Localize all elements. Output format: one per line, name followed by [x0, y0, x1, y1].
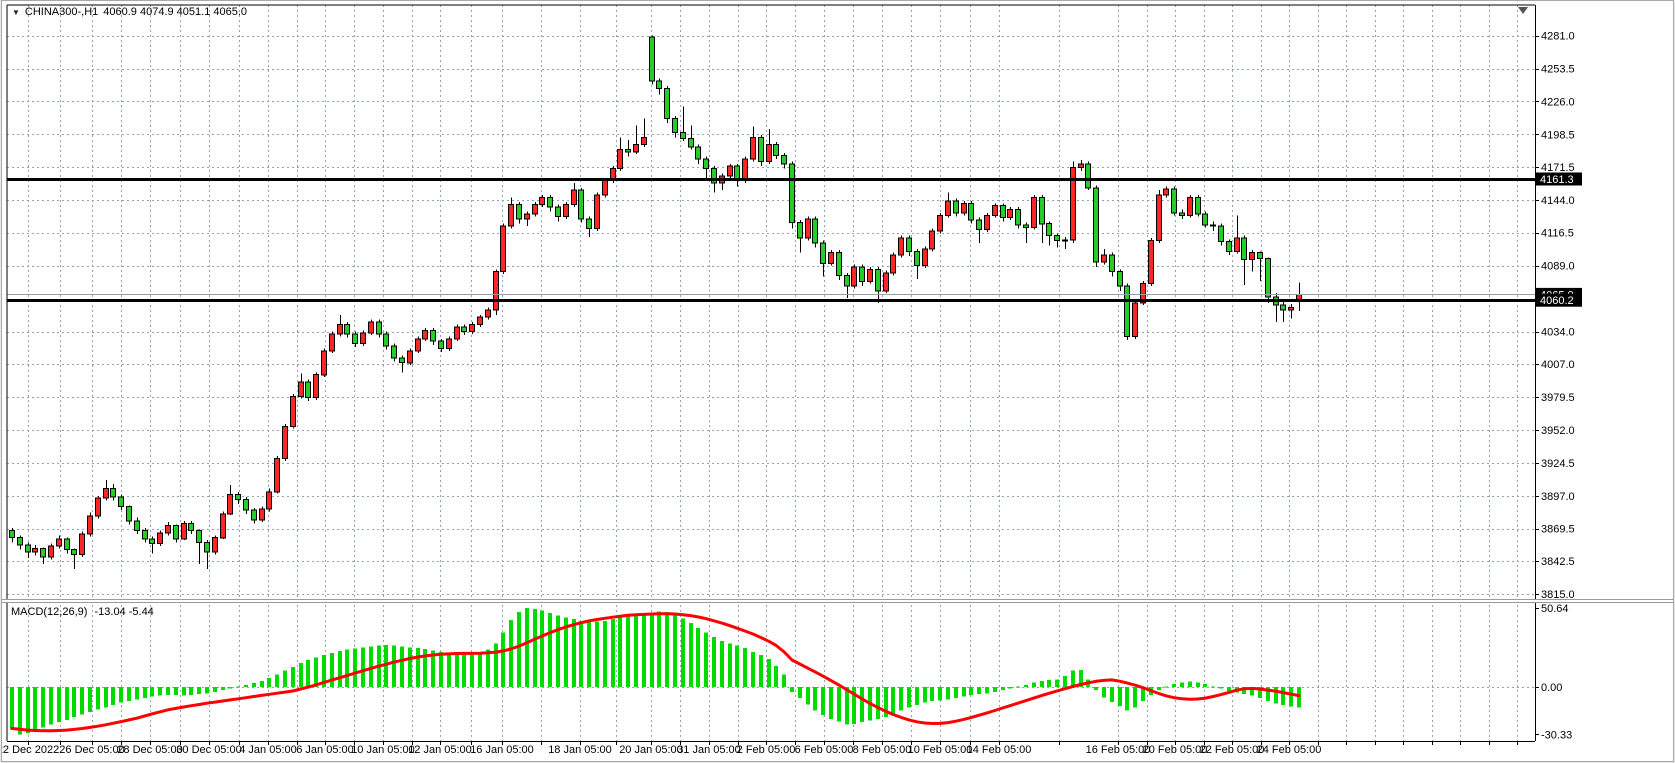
- svg-text:30 Dec 05:00: 30 Dec 05:00: [176, 744, 241, 756]
- svg-text:50.64: 50.64: [1541, 603, 1569, 615]
- svg-text:20 Feb 05:00: 20 Feb 05:00: [1143, 744, 1208, 756]
- svg-text:3815.0: 3815.0: [1541, 589, 1575, 601]
- svg-text:14 Feb 05:00: 14 Feb 05:00: [967, 744, 1032, 756]
- svg-text:4007.0: 4007.0: [1541, 359, 1575, 371]
- svg-text:22 Feb 05:00: 22 Feb 05:00: [1200, 744, 1265, 756]
- svg-text:4060.2: 4060.2: [1540, 295, 1574, 307]
- macd-name: MACD(12,26,9): [11, 606, 88, 618]
- pane-separator[interactable]: [2, 599, 1673, 603]
- svg-text:24 Feb 05:00: 24 Feb 05:00: [1257, 744, 1322, 756]
- svg-text:4198.5: 4198.5: [1541, 129, 1575, 141]
- hline-price-tag-4161: 4161.3: [1536, 172, 1582, 186]
- svg-text:3897.0: 3897.0: [1541, 491, 1575, 503]
- macd-signal-line: [10, 612, 1301, 733]
- svg-text:20 Jan 05:00: 20 Jan 05:00: [619, 744, 683, 756]
- svg-text:2 Feb 05:00: 2 Feb 05:00: [737, 744, 796, 756]
- hline-price-tag-4060: 4060.2: [1536, 293, 1582, 307]
- svg-text:3842.5: 3842.5: [1541, 556, 1575, 568]
- svg-text:3979.5: 3979.5: [1541, 392, 1575, 404]
- symbol-period-label: CHINA300-,H1: [24, 6, 99, 18]
- svg-text:26 Dec 05:00: 26 Dec 05:00: [59, 744, 124, 756]
- svg-text:4089.0: 4089.0: [1541, 261, 1575, 273]
- svg-text:18 Jan 05:00: 18 Jan 05:00: [548, 744, 612, 756]
- svg-text:22 Dec 2022: 22 Dec 2022: [2, 744, 59, 756]
- svg-text:4116.5: 4116.5: [1541, 228, 1574, 240]
- price-axis[interactable]: 4281.0 4253.5 4226.0 4198.5 4171.5 4144.0 4116…: [1535, 31, 1575, 742]
- svg-text:4144.0: 4144.0: [1541, 195, 1575, 207]
- chart-title-overlay: ▼ CHINA300-,H1 4060.9 4074.9 4051.1 4065…: [12, 5, 247, 19]
- svg-text:4034.0: 4034.0: [1541, 327, 1575, 339]
- svg-text:-30.33: -30.33: [1541, 730, 1572, 742]
- plot-borders: [6, 4, 1536, 742]
- svg-text:31 Jan 05:00: 31 Jan 05:00: [677, 744, 741, 756]
- svg-text:4171.5: 4171.5: [1541, 162, 1575, 174]
- svg-text:4253.5: 4253.5: [1541, 64, 1575, 76]
- chart-shift-marker[interactable]: [1518, 7, 1528, 14]
- svg-text:4281.0: 4281.0: [1541, 31, 1575, 43]
- svg-text:10 Jan 05:00: 10 Jan 05:00: [351, 744, 415, 756]
- svg-text:12 Jan 05:00: 12 Jan 05:00: [408, 744, 472, 756]
- svg-text:6 Jan 05:00: 6 Jan 05:00: [296, 744, 354, 756]
- svg-text:8 Feb 05:00: 8 Feb 05:00: [853, 744, 912, 756]
- candlesticks: [9, 35, 1302, 569]
- svg-text:3924.5: 3924.5: [1541, 458, 1575, 470]
- svg-text:4161.3: 4161.3: [1540, 174, 1574, 186]
- svg-text:0.00: 0.00: [1541, 682, 1562, 694]
- macd-indicator-label: MACD(12,26,9) -13.04 -5.44: [11, 606, 158, 618]
- symbol-dropdown-icon[interactable]: ▼: [12, 7, 20, 17]
- svg-text:6 Feb 05:00: 6 Feb 05:00: [795, 744, 854, 756]
- svg-text:3869.5: 3869.5: [1541, 524, 1575, 536]
- macd-values: -13.04 -5.44: [94, 606, 154, 618]
- macd-histogram: [10, 608, 1301, 735]
- svg-text:3952.0: 3952.0: [1541, 425, 1575, 437]
- svg-text:4226.0: 4226.0: [1541, 97, 1575, 109]
- svg-text:10 Feb 05:00: 10 Feb 05:00: [908, 744, 973, 756]
- svg-text:16 Feb 05:00: 16 Feb 05:00: [1086, 744, 1151, 756]
- svg-text:16 Jan 05:00: 16 Jan 05:00: [470, 744, 534, 756]
- svg-text:4 Jan 05:00: 4 Jan 05:00: [239, 744, 297, 756]
- ohlc-values: 4060.9 4074.9 4051.1 4065.0: [103, 6, 248, 18]
- svg-text:28 Dec 05:00: 28 Dec 05:00: [117, 744, 182, 756]
